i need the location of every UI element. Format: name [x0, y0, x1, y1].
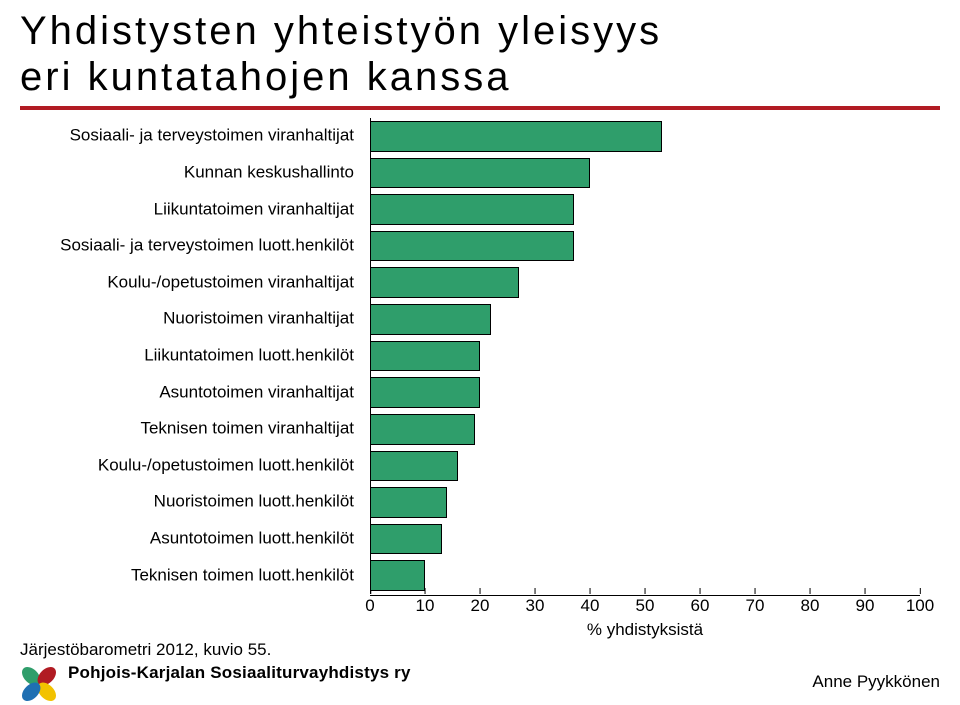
bar-track: [370, 557, 920, 594]
bar: [370, 341, 480, 372]
x-tick: 40: [581, 594, 600, 616]
chart-row: Sosiaali- ja terveystoimen luott.henkilö…: [20, 228, 940, 265]
x-tick: 90: [856, 594, 875, 616]
x-tick-label: 80: [801, 596, 820, 616]
x-tick: 20: [471, 594, 490, 616]
category-label: Asuntotoimen luott.henkilöt: [20, 530, 360, 549]
footer: Pohjois-Karjalan Sosiaaliturvayhdistys r…: [20, 654, 940, 692]
chart-row: Koulu-/opetustoimen viranhaltijat: [20, 264, 940, 301]
bar: [370, 560, 425, 591]
bar-track: [370, 191, 920, 228]
chart-row: Liikuntatoimen luott.henkilöt: [20, 338, 940, 375]
x-tick-label: 20: [471, 596, 490, 616]
chart-row: Teknisen toimen viranhaltijat: [20, 411, 940, 448]
chart-row: Sosiaali- ja terveystoimen viranhaltijat: [20, 118, 940, 155]
bar-track: [370, 411, 920, 448]
x-tick-label: 90: [856, 596, 875, 616]
x-tick: 60: [691, 594, 710, 616]
bar: [370, 231, 574, 262]
x-tick-label: 50: [636, 596, 655, 616]
category-label: Kunnan keskushallinto: [20, 164, 360, 183]
chart-row: Nuoristoimen luott.henkilöt: [20, 484, 940, 521]
x-tick-label: 70: [746, 596, 765, 616]
bar-track: [370, 228, 920, 265]
author: Anne Pyykkönen: [812, 672, 940, 692]
bar-track: [370, 484, 920, 521]
x-tick: 50: [636, 594, 655, 616]
x-tick-label: 30: [526, 596, 545, 616]
category-label: Teknisen toimen viranhaltijat: [20, 420, 360, 439]
x-tick: 70: [746, 594, 765, 616]
title-underline: [20, 106, 940, 110]
category-label: Liikuntatoimen luott.henkilöt: [20, 347, 360, 366]
bar: [370, 377, 480, 408]
bar-track: [370, 338, 920, 375]
bar-track: [370, 118, 920, 155]
title-block: Yhdistysten yhteistyön yleisyys eri kunt…: [20, 8, 940, 110]
chart-row: Asuntotoimen luott.henkilöt: [20, 521, 940, 558]
bar: [370, 267, 519, 298]
category-label: Teknisen toimen luott.henkilöt: [20, 566, 360, 585]
category-label: Liikuntatoimen viranhaltijat: [20, 200, 360, 219]
title-line-1: Yhdistysten yhteistyön yleisyys: [20, 8, 940, 54]
x-tick-label: 10: [416, 596, 435, 616]
bar: [370, 194, 574, 225]
category-label: Nuoristoimen luott.henkilöt: [20, 493, 360, 512]
bar-track: [370, 155, 920, 192]
category-label: Asuntotoimen viranhaltijat: [20, 383, 360, 402]
bar-chart: 0102030405060708090100 Sosiaali- ja terv…: [20, 118, 940, 594]
bar: [370, 451, 458, 482]
bar-track: [370, 301, 920, 338]
chart-row: Liikuntatoimen viranhaltijat: [20, 191, 940, 228]
chart-row: Teknisen toimen luott.henkilöt: [20, 557, 940, 594]
chart-row: Koulu-/opetustoimen luott.henkilöt: [20, 448, 940, 485]
footer-left: Pohjois-Karjalan Sosiaaliturvayhdistys r…: [20, 654, 411, 692]
x-ticks: 0102030405060708090100: [370, 594, 920, 622]
flower-logo-icon: [20, 654, 58, 692]
chart-row: Asuntotoimen viranhaltijat: [20, 374, 940, 411]
bar-track: [370, 374, 920, 411]
category-label: Sosiaali- ja terveystoimen viranhaltijat: [20, 127, 360, 146]
x-tick-label: 100: [906, 596, 934, 616]
x-tick-label: 40: [581, 596, 600, 616]
bar: [370, 158, 590, 189]
x-tick: 10: [416, 594, 435, 616]
chart-row: Nuoristoimen viranhaltijat: [20, 301, 940, 338]
x-axis-title: % yhdistyksistä: [350, 620, 940, 640]
x-tick-label: 0: [365, 596, 374, 616]
x-tick: 80: [801, 594, 820, 616]
category-label: Koulu-/opetustoimen luott.henkilöt: [20, 456, 360, 475]
bar: [370, 121, 662, 152]
bar: [370, 487, 447, 518]
x-tick: 30: [526, 594, 545, 616]
title-line-2: eri kuntatahojen kanssa: [20, 54, 940, 100]
bar-track: [370, 448, 920, 485]
x-tick-label: 60: [691, 596, 710, 616]
bar-track: [370, 521, 920, 558]
chart-row: Kunnan keskushallinto: [20, 155, 940, 192]
category-label: Nuoristoimen viranhaltijat: [20, 310, 360, 329]
slide: Yhdistysten yhteistyön yleisyys eri kunt…: [0, 0, 960, 702]
bar: [370, 524, 442, 555]
bar-track: [370, 264, 920, 301]
category-label: Koulu-/opetustoimen viranhaltijat: [20, 273, 360, 292]
org-name: Pohjois-Karjalan Sosiaaliturvayhdistys r…: [68, 663, 411, 683]
bar: [370, 414, 475, 445]
category-label: Sosiaali- ja terveystoimen luott.henkilö…: [20, 237, 360, 256]
x-tick: 0: [365, 594, 374, 616]
x-tick: 100: [906, 594, 934, 616]
bar: [370, 304, 491, 335]
